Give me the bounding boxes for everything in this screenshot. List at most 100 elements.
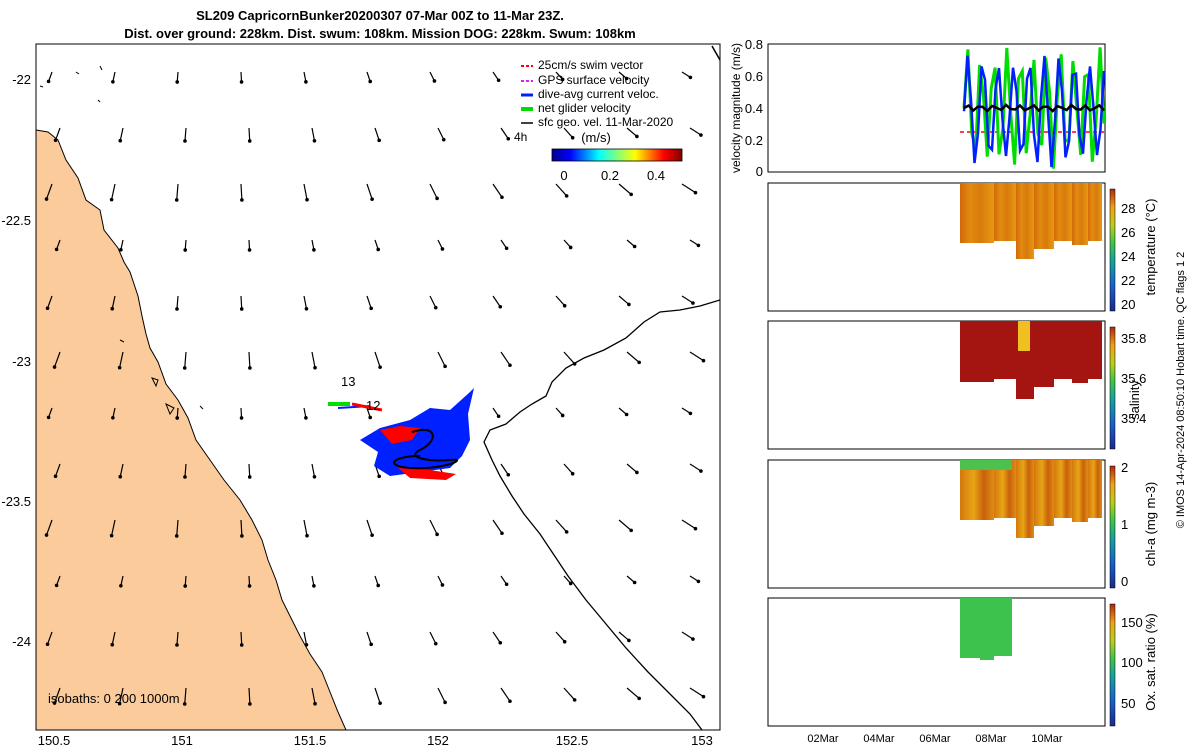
current-vector-arrow xyxy=(500,687,511,702)
current-vector-arrow xyxy=(500,351,511,366)
chart-title-line2: Dist. over ground: 228km. Dist. swum: 10… xyxy=(124,26,636,41)
current-vector-arrow xyxy=(311,351,316,368)
current-vector-head xyxy=(45,306,50,311)
point-label-13: 13 xyxy=(341,374,355,389)
current-vector-arrow xyxy=(618,519,632,531)
current-vector-head xyxy=(53,474,58,479)
current-vector-head xyxy=(183,475,187,479)
salinity-label: salinity xyxy=(1127,380,1142,420)
current-vector-arrow xyxy=(492,519,503,534)
current-vector-head xyxy=(247,475,252,479)
cb-tick: 24 xyxy=(1121,249,1135,264)
current-vector-head xyxy=(117,365,122,370)
current-vector-head xyxy=(632,244,637,249)
current-vector-head xyxy=(506,136,511,141)
current-vector-head xyxy=(304,306,309,311)
chla-surface-band xyxy=(960,460,1012,470)
current-vector-head xyxy=(500,195,504,200)
current-vector-head xyxy=(182,366,187,370)
current-vector-arrow xyxy=(45,519,53,536)
profile-column xyxy=(960,321,994,382)
current-vector-head xyxy=(441,137,446,142)
current-vector-head xyxy=(440,583,445,587)
current-vector-head xyxy=(629,192,633,197)
y-tick-label: -22.5 xyxy=(1,213,31,228)
profile-column xyxy=(1054,183,1072,241)
current-vector-head xyxy=(368,79,372,84)
current-vector-head xyxy=(508,363,512,368)
current-vector-head xyxy=(377,138,381,143)
current-vector-arrow xyxy=(111,519,116,536)
current-vector-head xyxy=(377,474,381,479)
current-vector-arrow xyxy=(500,127,509,140)
current-vector-head xyxy=(304,80,308,84)
current-vector-arrow xyxy=(54,127,61,141)
current-vector-head xyxy=(175,307,179,311)
current-vector-head xyxy=(118,474,123,479)
map-y-ticks: -22 -22.5 -23 -23.5 -24 xyxy=(1,72,31,649)
x-tick-label: 151.5 xyxy=(294,733,327,748)
current-vector-head xyxy=(572,698,577,702)
current-vector-head xyxy=(248,702,252,706)
current-vector-arrow xyxy=(555,519,568,533)
current-vector-arrow xyxy=(311,687,316,704)
current-vector-head xyxy=(693,190,698,195)
profile-column xyxy=(1034,183,1054,249)
current-vector-arrow xyxy=(240,519,243,537)
current-vector-arrow xyxy=(111,295,116,309)
current-vector-head xyxy=(117,701,122,706)
current-vector-arrow xyxy=(184,463,187,478)
profile-column xyxy=(1072,321,1088,383)
current-vector-head xyxy=(376,583,380,588)
profile-column xyxy=(1088,183,1102,241)
swim-vector-cluster xyxy=(380,426,420,444)
colorbar-tick: 0 xyxy=(560,168,567,183)
current-vector-arrow xyxy=(303,631,308,645)
small-islands xyxy=(39,65,204,416)
current-vector-arrow xyxy=(626,463,638,473)
current-vector-head xyxy=(239,307,244,311)
current-vector-arrow xyxy=(303,295,308,309)
current-vector-arrow xyxy=(437,127,445,140)
svg-text:dive-avg current veloc.: dive-avg current veloc. xyxy=(538,87,659,101)
cb-tick: 1 xyxy=(1121,517,1128,532)
current-vector-arrow xyxy=(176,631,179,646)
oxygen-colorbar xyxy=(1109,603,1116,727)
current-vector-arrow xyxy=(689,351,704,362)
current-vector-arrow xyxy=(184,687,187,704)
current-vector-head xyxy=(443,700,447,705)
cb-tick: 35.4 xyxy=(1121,411,1146,426)
y-tick-label: -23 xyxy=(12,354,31,369)
current-vector-arrow xyxy=(689,463,702,472)
current-vector-arrow xyxy=(248,687,251,705)
profile-column xyxy=(1054,321,1072,379)
current-vector-arrow xyxy=(366,295,372,309)
vel-y-tick: 0.2 xyxy=(745,133,763,148)
current-vector-head xyxy=(44,197,49,201)
current-vector-head xyxy=(174,534,179,538)
current-vector-head xyxy=(175,416,180,420)
current-vector-arrow xyxy=(366,631,372,645)
current-vector-arrow xyxy=(184,351,187,368)
swim-segment xyxy=(351,402,383,412)
current-vector-arrow xyxy=(492,183,503,198)
current-vector-arrow xyxy=(111,183,116,200)
current-vector-arrow xyxy=(492,631,501,644)
current-vector-arrow xyxy=(303,519,308,536)
map-frame xyxy=(35,43,721,731)
current-vector-head xyxy=(637,360,641,365)
current-vector-head xyxy=(691,637,695,641)
current-vector-arrow xyxy=(555,631,566,643)
svg-text:sfc geo. vel. 11-Mar-2020: sfc geo. vel. 11-Mar-2020 xyxy=(538,115,674,129)
current-vector-head xyxy=(504,246,509,251)
current-vector-head xyxy=(564,194,569,198)
current-vector-arrow xyxy=(681,631,694,640)
current-vector-arrow xyxy=(437,351,446,367)
current-vector-head xyxy=(370,533,374,537)
current-vector-arrow xyxy=(240,631,243,646)
current-vector-head xyxy=(432,79,437,83)
colorbar-tick: 0.4 xyxy=(647,168,665,183)
isobath-line xyxy=(483,299,720,730)
current-vector-head xyxy=(568,245,573,250)
legend-item-gps: GPS surface velocity xyxy=(521,73,649,87)
